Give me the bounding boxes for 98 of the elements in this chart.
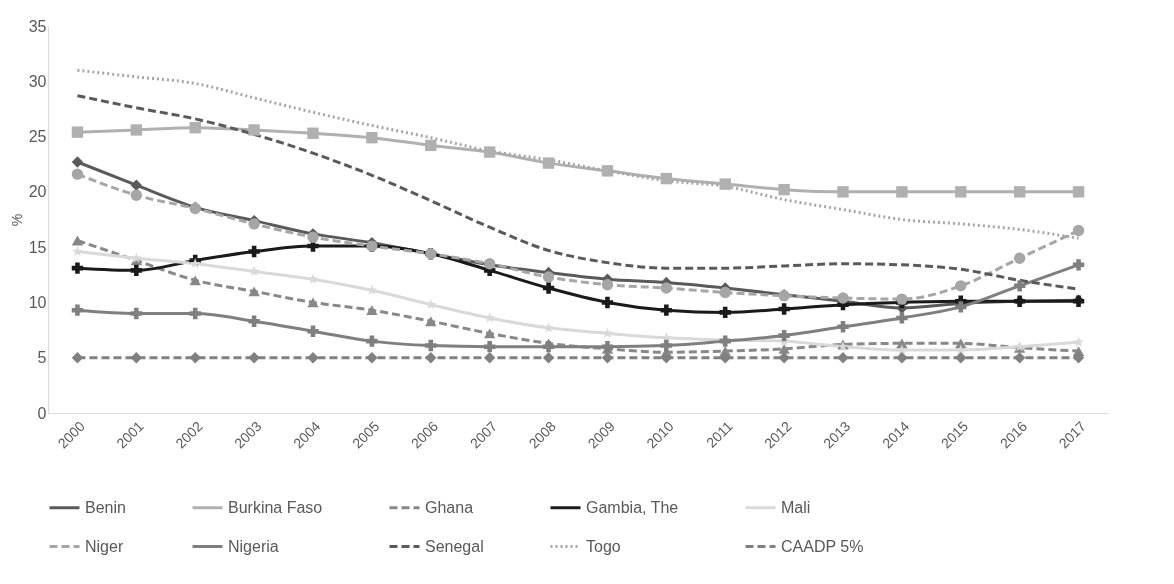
point [71,304,84,316]
point [660,304,673,316]
point [1072,259,1085,271]
point [483,352,496,364]
point [542,282,555,294]
point [1072,352,1085,364]
y-axis-title: % [8,213,25,227]
point [71,168,84,180]
point [955,186,967,198]
legend-label: Gambia, The [586,498,679,516]
point [778,303,790,315]
point [130,124,143,136]
point [366,305,378,316]
point [660,339,673,352]
y-tick-label: 35 [28,17,47,35]
point [896,186,908,198]
point [778,183,790,196]
point [130,264,143,277]
point [425,139,437,152]
point [778,352,790,364]
point [837,186,849,198]
point [130,189,143,201]
point [601,165,614,177]
point [307,325,319,337]
legend-label: Senegal [425,537,484,555]
point [542,352,555,364]
legend-label: Mali [781,498,811,516]
point [483,340,496,353]
y-tick-label: 20 [28,183,47,201]
point [71,235,84,246]
point [542,157,555,169]
legend-label: Nigeria [228,537,279,555]
point [719,352,731,364]
legend-label: Niger [85,537,124,555]
point [130,307,143,320]
legend-label: Burkina Faso [228,498,323,516]
point [425,316,437,327]
y-tick-label: 30 [28,72,47,90]
point [601,296,614,309]
point [483,146,496,158]
point [660,172,673,185]
point [955,280,967,292]
point [601,279,614,291]
point [248,315,260,327]
point [955,301,967,313]
point [366,335,378,347]
point [837,352,849,364]
point [189,275,201,286]
point [307,352,319,364]
point [425,339,437,352]
point [660,282,673,294]
point [719,306,731,319]
point [130,179,143,191]
point [778,329,790,342]
point [955,352,967,364]
point [248,352,260,364]
point [71,262,84,274]
point [719,178,731,190]
point [189,122,201,134]
point [1072,186,1085,198]
point [425,352,437,364]
point [248,286,260,297]
point [189,258,201,269]
y-tick-label: 15 [28,238,47,256]
point [542,271,555,283]
point [719,286,731,299]
point [71,126,84,138]
point [307,297,319,308]
point [307,127,319,139]
legend-label: Benin [85,498,126,516]
legend-label: CAADP 5% [781,537,864,555]
point [366,352,378,364]
point [71,156,84,168]
point [1013,280,1026,292]
point [248,245,260,258]
point [248,124,260,136]
point [896,352,908,364]
legend-label: Togo [586,537,621,555]
point [896,293,908,305]
point [1013,252,1026,264]
point [896,312,908,324]
point [1072,224,1085,237]
y-tick-label: 25 [28,128,47,146]
point [778,343,790,354]
y-tick-label: 10 [28,293,47,311]
point [542,340,555,353]
point [248,218,260,230]
y-tick-label: 0 [37,404,47,422]
y-tick-label: 5 [37,349,47,367]
point [1013,186,1026,198]
point [1073,336,1084,347]
point [483,328,496,339]
point [189,352,201,364]
point [837,321,849,333]
legend-label: Ghana [425,498,474,516]
point [366,131,378,144]
point [189,307,201,320]
point [72,245,83,257]
